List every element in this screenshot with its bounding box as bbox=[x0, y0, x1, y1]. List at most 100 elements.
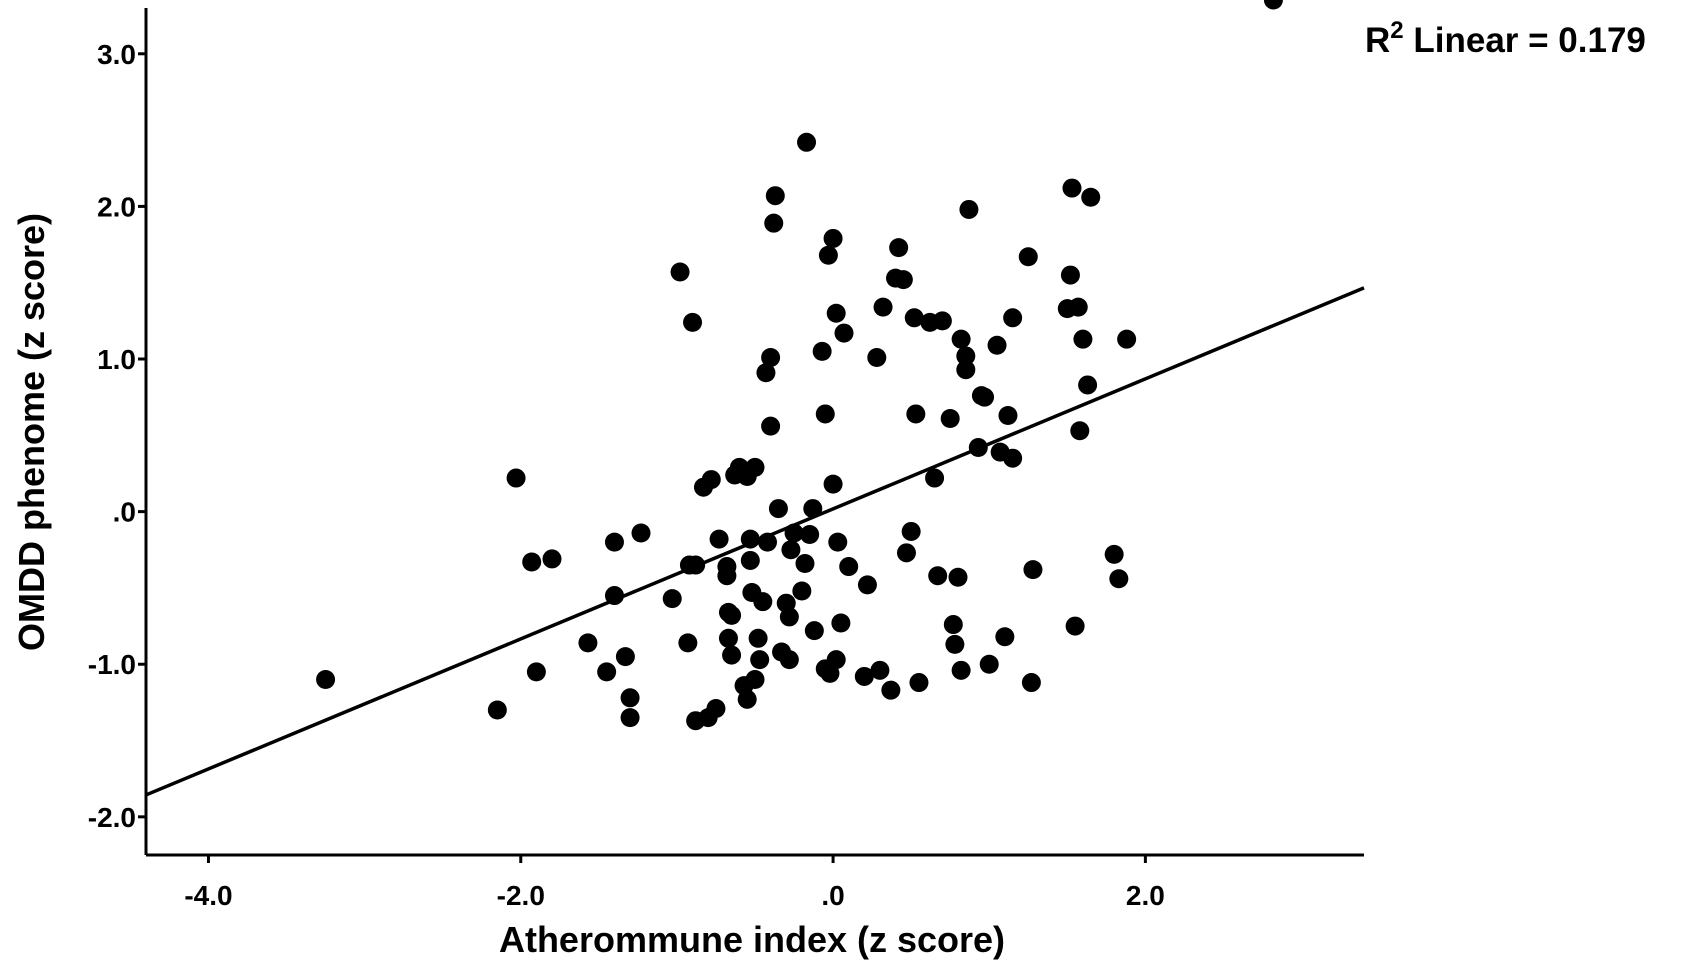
data-point bbox=[979, 654, 999, 674]
data-point bbox=[761, 416, 781, 436]
data-point bbox=[1065, 616, 1085, 636]
data-point bbox=[706, 698, 726, 718]
fit-line bbox=[145, 286, 1365, 797]
data-point bbox=[1003, 308, 1023, 328]
data-point bbox=[857, 575, 877, 595]
data-point bbox=[750, 650, 770, 670]
y-tick-label: 1.0 bbox=[97, 344, 136, 375]
data-point bbox=[889, 238, 909, 258]
data-point bbox=[1060, 265, 1080, 285]
data-point bbox=[597, 662, 617, 682]
data-point bbox=[722, 645, 742, 665]
y-tick-label: -2.0 bbox=[88, 802, 136, 833]
data-point bbox=[670, 262, 690, 282]
r-squared-exponent: 2 bbox=[1390, 17, 1403, 44]
data-point bbox=[945, 634, 965, 654]
data-point bbox=[1117, 329, 1137, 349]
data-point bbox=[542, 549, 562, 569]
data-point bbox=[753, 592, 773, 612]
data-point bbox=[1018, 247, 1038, 267]
data-point bbox=[818, 245, 838, 265]
data-point bbox=[834, 323, 854, 343]
data-point bbox=[893, 270, 913, 290]
data-point bbox=[792, 581, 812, 601]
data-point bbox=[722, 605, 742, 625]
data-point bbox=[620, 688, 640, 708]
data-point bbox=[839, 557, 859, 577]
axes bbox=[144, 8, 1364, 857]
data-point bbox=[854, 666, 874, 686]
data-point bbox=[1021, 673, 1041, 693]
r-squared-annotation: R2 Linear = 0.179 bbox=[1365, 17, 1646, 60]
data-point bbox=[701, 470, 721, 490]
y-tick-label: 2.0 bbox=[97, 191, 136, 222]
data-point bbox=[815, 404, 835, 424]
data-point bbox=[867, 347, 887, 367]
data-points bbox=[316, 0, 1283, 731]
data-point bbox=[717, 566, 737, 586]
data-point bbox=[709, 529, 729, 549]
data-point bbox=[873, 297, 893, 317]
data-point bbox=[578, 633, 598, 653]
data-point bbox=[951, 329, 971, 349]
data-point bbox=[1068, 297, 1088, 317]
data-point bbox=[1263, 0, 1283, 10]
data-point bbox=[940, 409, 960, 429]
data-point bbox=[1073, 329, 1093, 349]
data-point bbox=[906, 404, 926, 424]
x-tick-label: 2.0 bbox=[1126, 880, 1165, 911]
data-point bbox=[998, 405, 1018, 425]
data-point bbox=[951, 660, 971, 680]
x-axis-title: Atherommune index (z score) bbox=[499, 919, 1005, 960]
data-point bbox=[745, 669, 765, 689]
data-point bbox=[1109, 569, 1129, 589]
data-point bbox=[797, 132, 817, 152]
data-point bbox=[823, 474, 843, 494]
data-point bbox=[764, 213, 784, 233]
data-point bbox=[1078, 375, 1098, 395]
data-point bbox=[631, 523, 651, 543]
data-point bbox=[1062, 178, 1082, 198]
data-point bbox=[748, 628, 768, 648]
x-tick-label: .0 bbox=[821, 880, 844, 911]
r-squared-symbol: R bbox=[1365, 21, 1390, 60]
y-tick-label: -1.0 bbox=[88, 649, 136, 680]
data-point bbox=[678, 633, 698, 653]
data-point bbox=[804, 621, 824, 641]
data-point bbox=[975, 387, 995, 407]
y-ticks: -2.0 -1.0 .0 1.0 2.0 3.0 bbox=[88, 39, 146, 833]
data-point bbox=[795, 554, 815, 574]
data-point bbox=[812, 341, 832, 361]
data-point bbox=[1003, 448, 1023, 468]
data-point bbox=[662, 589, 682, 609]
data-point bbox=[765, 186, 785, 206]
data-point bbox=[943, 615, 963, 635]
data-point bbox=[737, 689, 757, 709]
data-point bbox=[506, 468, 526, 488]
data-point bbox=[800, 525, 820, 545]
data-point bbox=[959, 199, 979, 219]
data-point bbox=[1104, 544, 1124, 564]
data-point bbox=[870, 660, 890, 680]
data-point bbox=[781, 540, 801, 560]
data-point bbox=[745, 457, 765, 477]
data-point bbox=[896, 543, 916, 563]
data-point bbox=[831, 613, 851, 633]
data-point bbox=[316, 669, 336, 689]
data-point bbox=[756, 363, 776, 383]
x-ticks: -4.0 -2.0 .0 2.0 bbox=[184, 855, 1165, 911]
data-point bbox=[740, 550, 760, 570]
data-point bbox=[956, 346, 976, 366]
data-point bbox=[761, 347, 781, 367]
data-point bbox=[826, 303, 846, 323]
data-point bbox=[522, 552, 542, 572]
data-point bbox=[487, 700, 507, 720]
x-tick-label: -4.0 bbox=[184, 880, 232, 911]
y-tick-label: .0 bbox=[113, 497, 136, 528]
data-point bbox=[803, 499, 823, 519]
x-tick-label: -2.0 bbox=[497, 880, 545, 911]
data-point bbox=[779, 650, 799, 670]
data-point bbox=[904, 308, 924, 328]
